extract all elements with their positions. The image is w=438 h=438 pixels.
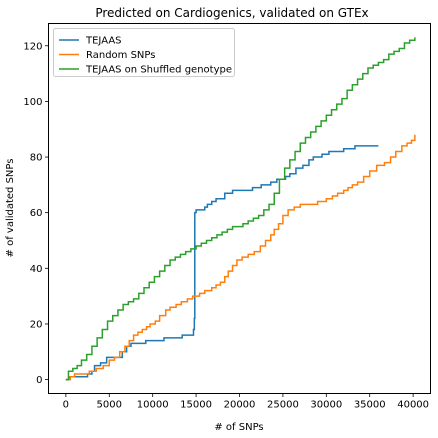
series-line-2 bbox=[65, 134, 416, 381]
x-tick-label: 25000 bbox=[267, 400, 299, 411]
y-axis-label: # of validated SNPs bbox=[5, 159, 16, 258]
legend-label: TEJAAS on Shuffled genotype bbox=[85, 65, 232, 76]
legend-label: TEJAAS bbox=[85, 36, 122, 47]
y-tick-label: 60 bbox=[30, 208, 43, 219]
x-tick-label: 35000 bbox=[354, 400, 386, 411]
y-tick-label: 80 bbox=[30, 153, 43, 164]
y-tick-label: 40 bbox=[30, 264, 43, 275]
x-tick-label: 20000 bbox=[224, 400, 256, 411]
legend-label: Random SNPs bbox=[86, 50, 155, 61]
x-axis: 0 5000 10000 15000 20000 25000 30000 35000 40000 bbox=[63, 393, 429, 411]
plot-area bbox=[65, 37, 416, 381]
series-line-1 bbox=[65, 145, 379, 381]
y-tick-label: 0 bbox=[36, 375, 42, 386]
y-tick-label: 20 bbox=[30, 319, 43, 330]
x-tick-label: 30000 bbox=[310, 400, 342, 411]
legend: TEJAAS Random SNPs TEJAAS on Shuffled geno… bbox=[53, 28, 235, 77]
x-axis-label: # of SNPs bbox=[214, 422, 263, 433]
legend-box bbox=[53, 28, 235, 77]
x-tick-label: 10000 bbox=[137, 400, 169, 411]
y-axis: 0 20 40 60 80 100 120 bbox=[23, 41, 49, 386]
series-line-3 bbox=[65, 37, 416, 381]
y-tick-label: 120 bbox=[23, 41, 42, 52]
chart-title: Predicted on Cardiogenics, validated on … bbox=[95, 6, 368, 20]
x-tick-label: 40000 bbox=[397, 400, 429, 411]
x-tick-label: 5000 bbox=[97, 400, 122, 411]
x-tick-label: 0 bbox=[63, 400, 69, 411]
x-tick-label: 15000 bbox=[180, 400, 212, 411]
y-tick-label: 100 bbox=[23, 97, 42, 108]
axes-frame bbox=[48, 23, 431, 394]
